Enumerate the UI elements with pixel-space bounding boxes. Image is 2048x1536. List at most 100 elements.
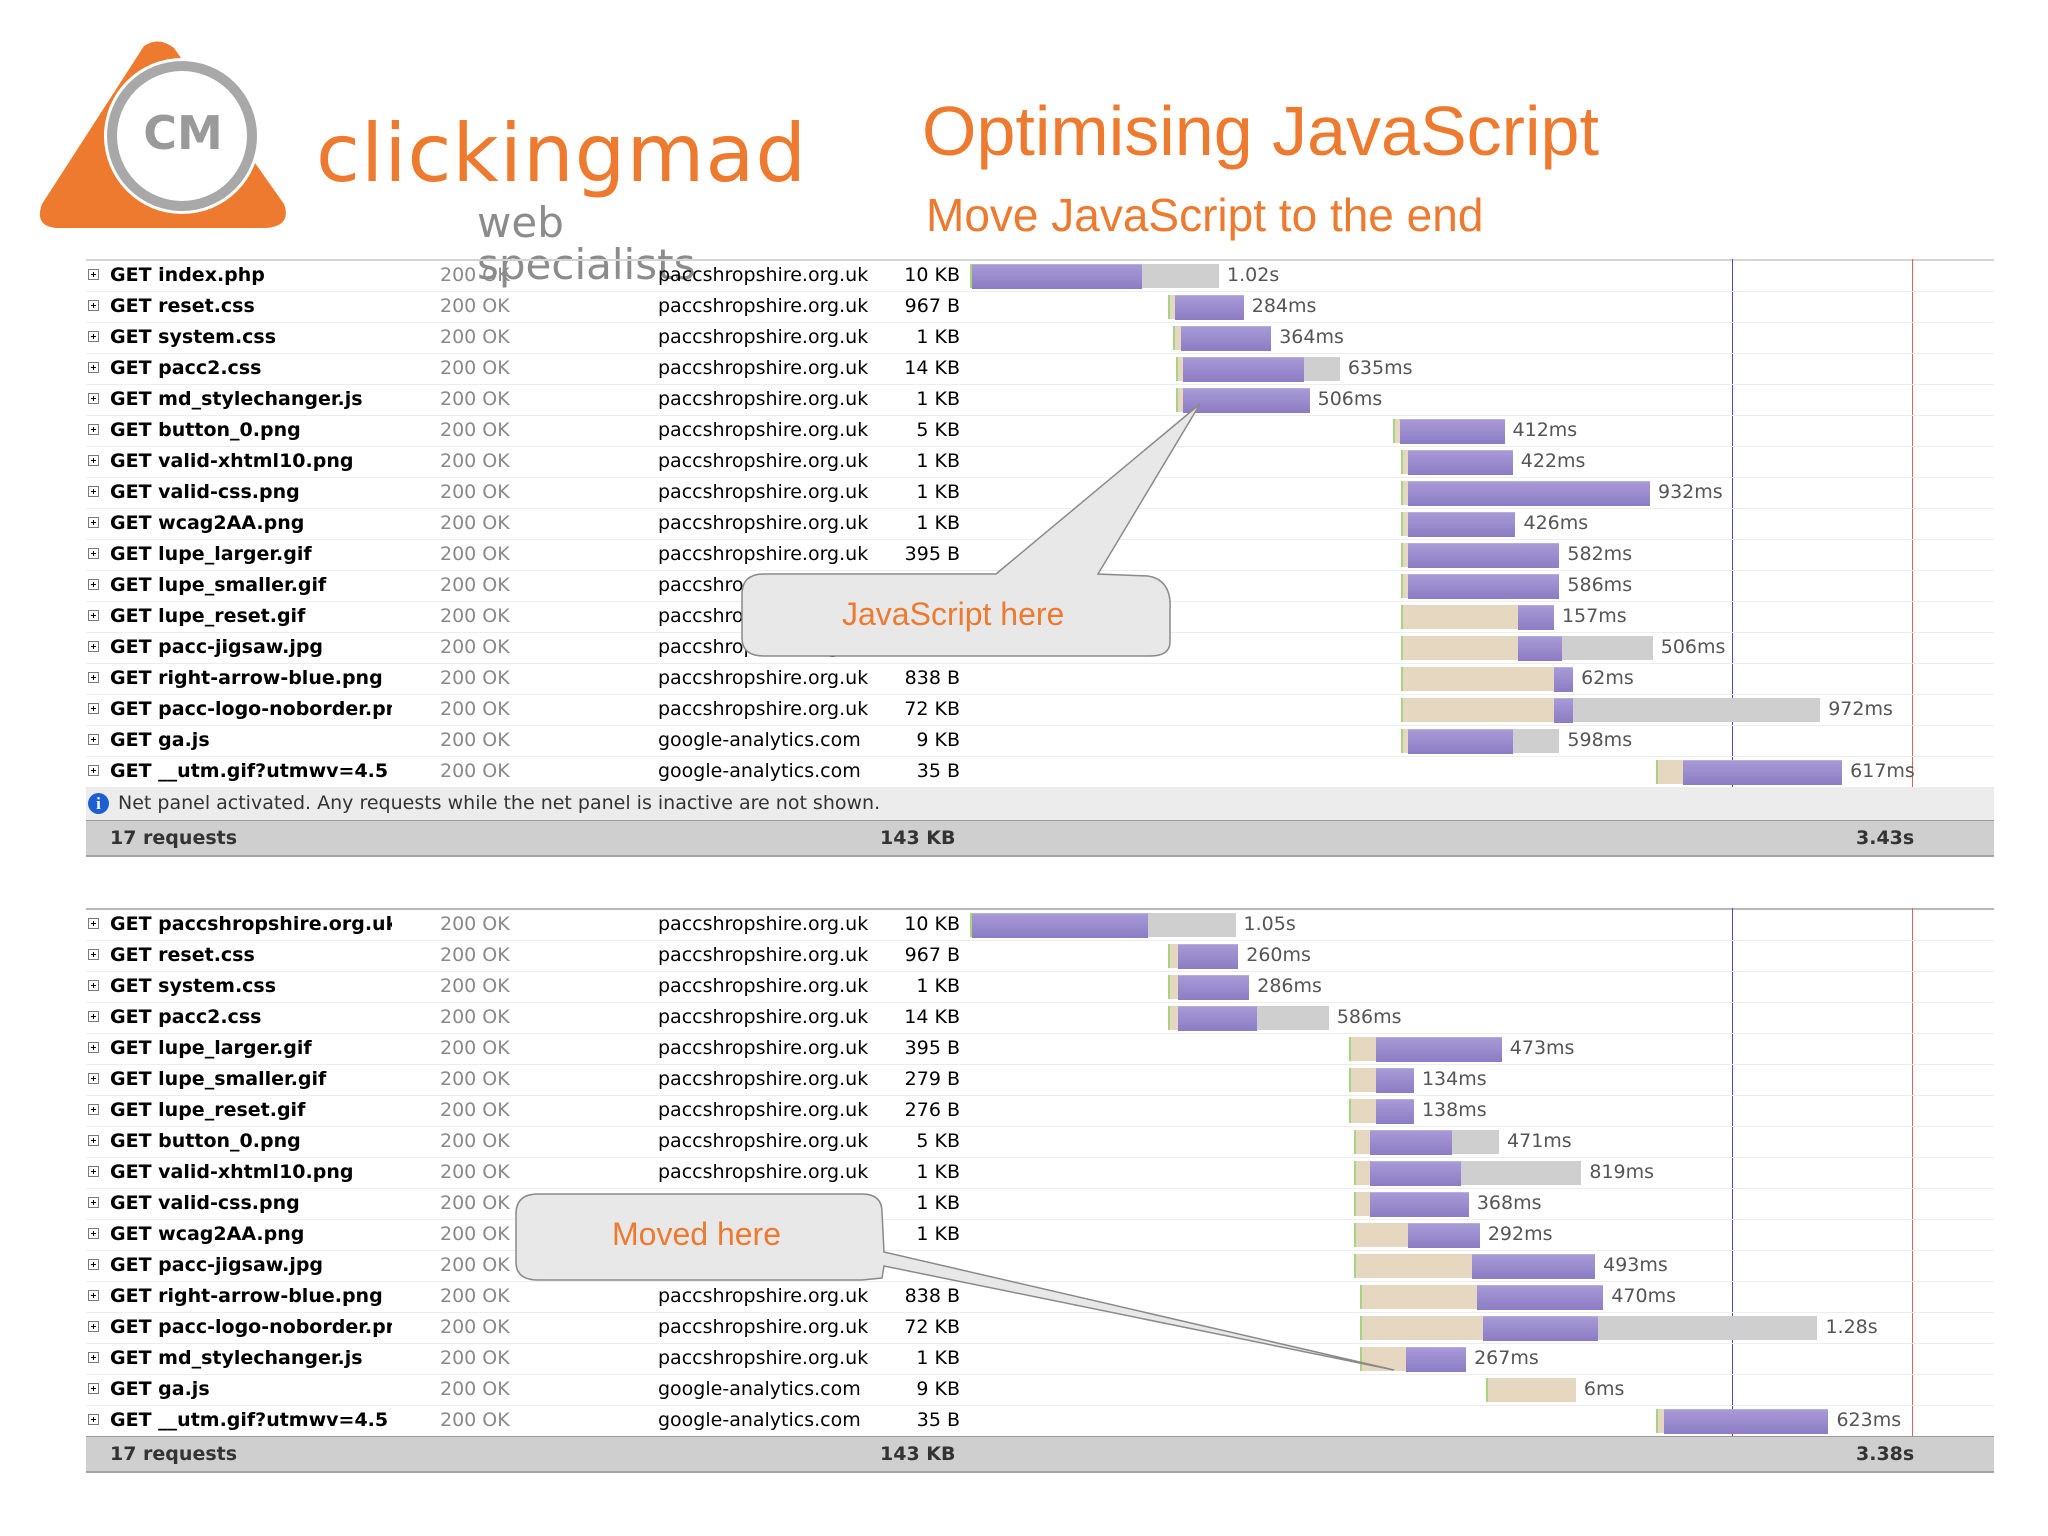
request-method: GET xyxy=(110,667,152,689)
expand-toggle-icon[interactable] xyxy=(88,1135,99,1146)
timing-receiving-segment xyxy=(1177,1006,1258,1031)
request-url: GET pacc2.css xyxy=(110,353,392,384)
timing-waiting-segment xyxy=(1177,388,1184,412)
request-row[interactable]: GET reset.css 200 OK paccshropshire.org.uk… xyxy=(86,940,1994,972)
expand-toggle-icon[interactable] xyxy=(88,949,99,960)
request-row[interactable]: GET button_0.png 200 OK paccshropshire.org… xyxy=(86,415,1994,447)
expand-toggle-icon[interactable] xyxy=(88,579,99,590)
expand-toggle-icon[interactable] xyxy=(88,300,99,311)
request-status: 200 OK xyxy=(440,605,510,627)
expand-toggle-icon[interactable] xyxy=(88,331,99,342)
request-row[interactable]: GET paccshropshire.org.uk 200 OK paccshrop… xyxy=(86,909,1994,941)
expand-toggle-icon[interactable] xyxy=(88,1383,99,1394)
request-row[interactable]: GET pacc2.css 200 OK paccshropshire.org.uk… xyxy=(86,353,1994,385)
expand-toggle-icon[interactable] xyxy=(88,1104,99,1115)
request-path: __utm.gif?utmwv=4.5 xyxy=(158,1409,389,1431)
request-timeline: 1.28s xyxy=(970,1312,1994,1343)
timing-dns-segment xyxy=(1400,512,1403,536)
dom-content-loaded-line xyxy=(1732,259,1733,787)
request-row[interactable]: GET system.css 200 OK paccshropshire.org.u… xyxy=(86,971,1994,1003)
expand-toggle-icon[interactable] xyxy=(88,1290,99,1301)
expand-toggle-icon[interactable] xyxy=(88,548,99,559)
request-status: 200 OK xyxy=(440,760,510,782)
request-status: 200 OK xyxy=(440,1254,510,1276)
request-row[interactable]: GET button_0.png 200 OK paccshropshire.org… xyxy=(86,1126,1994,1158)
expand-toggle-icon[interactable] xyxy=(88,1073,99,1084)
request-path: pacc2.css xyxy=(158,357,262,379)
request-time: 470ms xyxy=(1611,1285,1677,1307)
timing-dns-segment xyxy=(1354,1192,1357,1216)
request-row[interactable]: GET pacc2.css 200 OK paccshropshire.org.uk… xyxy=(86,1002,1994,1034)
timing-dns-segment xyxy=(1400,636,1403,660)
expand-toggle-icon[interactable] xyxy=(88,486,99,497)
request-row[interactable]: GET md_stylechanger.js 200 OK paccshropshi… xyxy=(86,384,1994,416)
expand-toggle-icon[interactable] xyxy=(88,765,99,776)
request-path: button_0.png xyxy=(158,1130,301,1152)
expand-toggle-icon[interactable] xyxy=(88,1352,99,1363)
request-row[interactable]: GET ga.js 200 OK google-analytics.com 9 KB 5… xyxy=(86,725,1994,757)
expand-toggle-icon[interactable] xyxy=(88,918,99,929)
expand-toggle-icon[interactable] xyxy=(88,393,99,404)
request-row[interactable]: GET valid-css.png 200 OK paccshropshire.or… xyxy=(86,477,1994,509)
timing-receiving-segment xyxy=(1408,450,1513,475)
request-row[interactable]: GET right-arrow-blue.png 200 OK paccshrops… xyxy=(86,1281,1994,1313)
request-url: GET valid-css.png xyxy=(110,477,392,508)
request-domain: paccshropshire.org.uk xyxy=(658,1068,869,1090)
request-url: GET pacc2.css xyxy=(110,1002,392,1033)
expand-toggle-icon[interactable] xyxy=(88,362,99,373)
request-row[interactable]: GET pacc-logo-noborder.png 200 OK paccshro… xyxy=(86,1312,1994,1344)
request-row[interactable]: GET pacc-logo-noborder.png 200 OK paccshro… xyxy=(86,694,1994,726)
expand-toggle-icon[interactable] xyxy=(88,1259,99,1270)
timing-dns-segment xyxy=(970,264,972,288)
request-status: 200 OK xyxy=(440,357,510,379)
request-row[interactable]: GET right-arrow-blue.png 200 OK paccshrops… xyxy=(86,663,1994,695)
request-row[interactable]: GET valid-xhtml10.png 200 OK paccshropshir… xyxy=(86,1157,1994,1189)
expand-toggle-icon[interactable] xyxy=(88,703,99,714)
expand-toggle-icon[interactable] xyxy=(88,672,99,683)
expand-toggle-icon[interactable] xyxy=(88,1321,99,1332)
request-url: GET valid-css.png xyxy=(110,1188,392,1219)
expand-toggle-icon[interactable] xyxy=(88,734,99,745)
request-path: index.php xyxy=(158,264,265,286)
expand-toggle-icon[interactable] xyxy=(88,1197,99,1208)
request-timeline: 598ms xyxy=(970,725,1994,756)
request-domain: paccshropshire.org.uk xyxy=(658,1285,869,1307)
request-row[interactable]: GET __utm.gif?utmwv=4.5 200 OK google-anal… xyxy=(86,1405,1994,1437)
expand-toggle-icon[interactable] xyxy=(88,269,99,280)
expand-toggle-icon[interactable] xyxy=(88,610,99,621)
timing-waiting-segment xyxy=(1350,1037,1376,1061)
expand-toggle-icon[interactable] xyxy=(88,641,99,652)
request-row[interactable]: GET system.css 200 OK paccshropshire.org.u… xyxy=(86,322,1994,354)
expand-toggle-icon[interactable] xyxy=(88,1228,99,1239)
expand-toggle-icon[interactable] xyxy=(88,1414,99,1425)
request-row[interactable]: GET lupe_larger.gif 200 OK paccshropshire.… xyxy=(86,1033,1994,1065)
expand-toggle-icon[interactable] xyxy=(88,1166,99,1177)
request-timeline: 260ms xyxy=(970,940,1994,971)
request-row[interactable]: GET wcag2AA.png 200 OK paccshropshire.org.… xyxy=(86,508,1994,540)
request-row[interactable]: GET __utm.gif?utmwv=4.5 200 OK google-anal… xyxy=(86,756,1994,788)
slide-subtitle: Move JavaScript to the end xyxy=(926,189,1484,241)
request-row[interactable]: GET valid-xhtml10.png 200 OK paccshropshir… xyxy=(86,446,1994,478)
request-domain: paccshropshire.org.uk xyxy=(658,419,869,441)
expand-toggle-icon[interactable] xyxy=(88,1042,99,1053)
request-method: GET xyxy=(110,944,152,966)
expand-toggle-icon[interactable] xyxy=(88,424,99,435)
request-row[interactable]: GET ga.js 200 OK google-analytics.com 9 KB 6… xyxy=(86,1374,1994,1406)
expand-toggle-icon[interactable] xyxy=(88,980,99,991)
request-row[interactable]: GET md_stylechanger.js 200 OK paccshropshi… xyxy=(86,1343,1994,1375)
request-row[interactable]: GET reset.css 200 OK paccshropshire.org.uk… xyxy=(86,291,1994,323)
expand-toggle-icon[interactable] xyxy=(88,1011,99,1022)
request-timeline: 506ms xyxy=(970,384,1994,415)
request-timeline: 586ms xyxy=(970,1002,1994,1033)
summary-requests: 17 requests xyxy=(110,1443,238,1465)
expand-toggle-icon[interactable] xyxy=(88,455,99,466)
request-url: GET lupe_reset.gif xyxy=(110,601,392,632)
request-row[interactable]: GET index.php 200 OK paccshropshire.org.uk… xyxy=(86,260,1994,292)
timing-receiving-segment xyxy=(1408,729,1513,754)
expand-toggle-icon[interactable] xyxy=(88,517,99,528)
